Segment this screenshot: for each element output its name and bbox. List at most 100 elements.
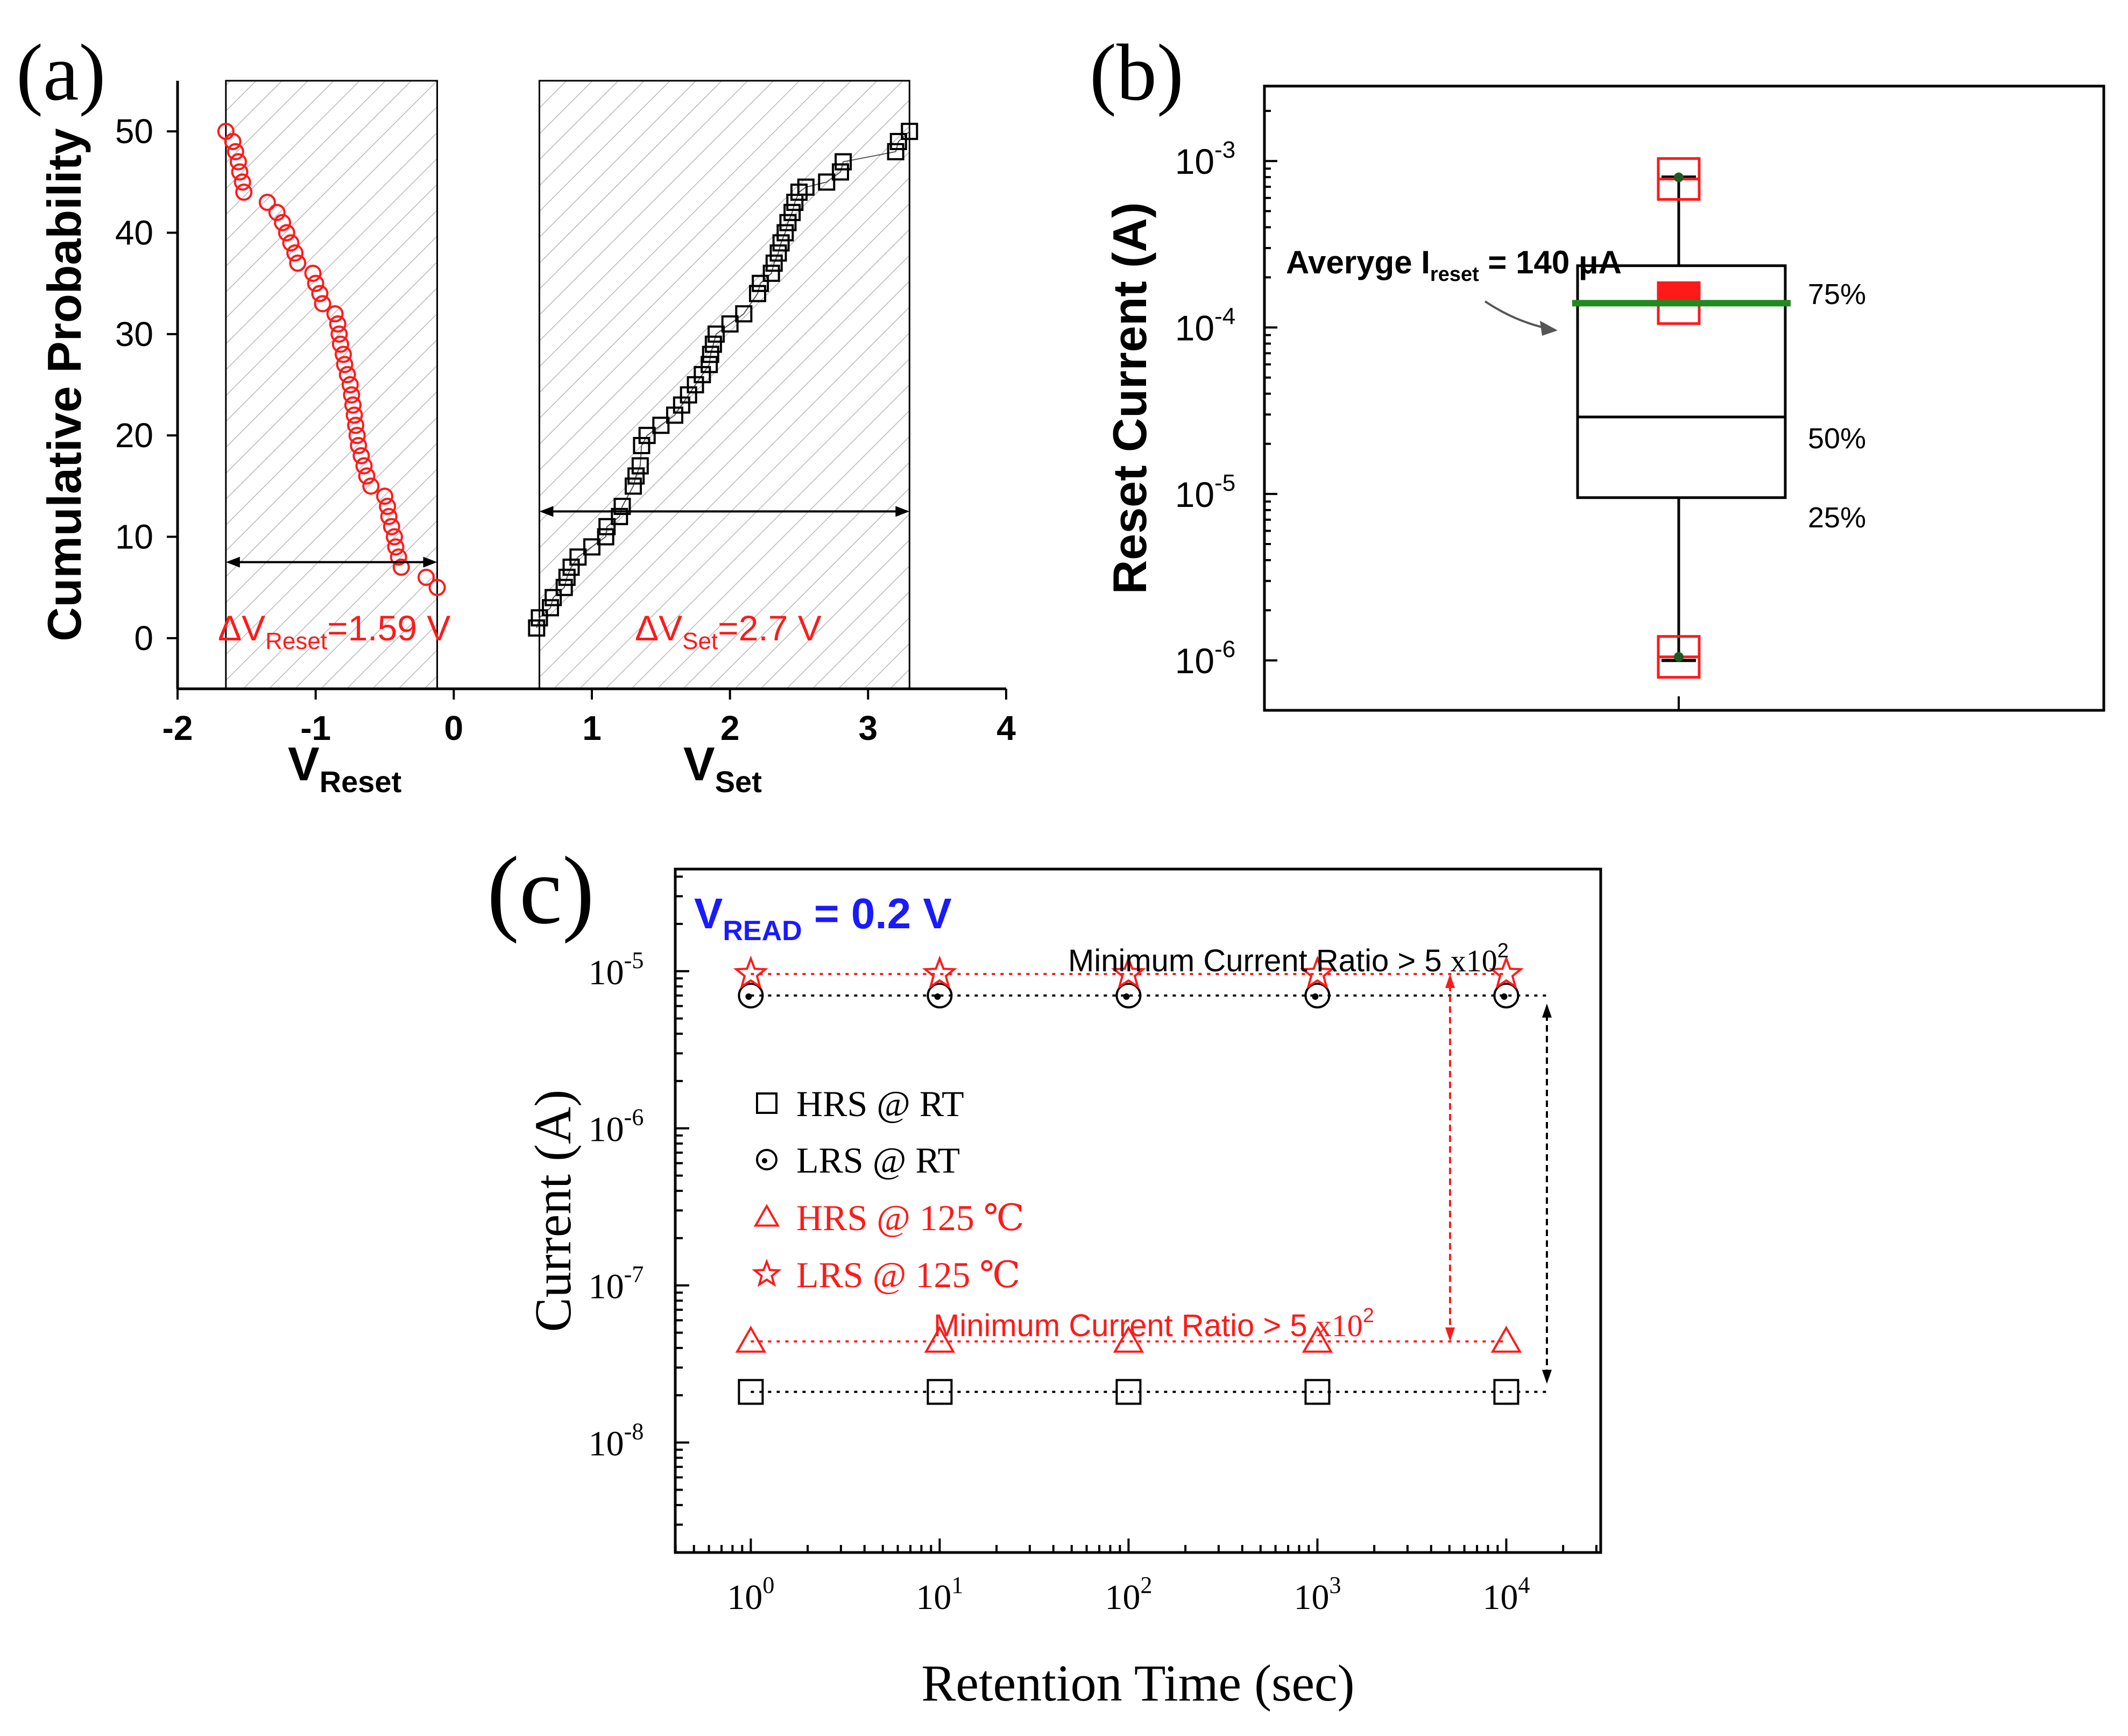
reset-point (258, 194, 276, 211)
set-range-arrow-head-left (539, 506, 554, 517)
set-point (749, 285, 766, 302)
set-point (818, 173, 836, 191)
reset-point (379, 498, 397, 515)
legend-marker-star (752, 1258, 782, 1287)
set-point (638, 427, 656, 444)
y-tick-label: 10-5 (589, 947, 644, 992)
reset-point (274, 214, 292, 231)
y-tick-label: 20 (115, 416, 153, 455)
chart-c-ylabel: Current (A) (524, 1090, 582, 1332)
y-tick-label: 10-6 (589, 1104, 644, 1149)
point-circle (927, 982, 953, 1008)
reset-point (428, 578, 446, 596)
x-tick-label: 1 (582, 709, 602, 747)
set-point (531, 609, 548, 627)
reset-point (330, 325, 348, 343)
chart-c-guide-lines (751, 972, 1550, 1393)
reset-point (311, 285, 329, 302)
chart-c-ratio-black: Minimum Current Ratio > 5 x102 (1068, 940, 1509, 978)
chart-b-frame (1263, 84, 2105, 712)
reset-point (235, 184, 253, 201)
set-point (625, 477, 642, 495)
x-tick-label: 3 (859, 709, 878, 747)
set-point (704, 335, 722, 353)
y-tick-label: 10-6 (1175, 636, 1236, 681)
legend-label: HRS @ 125 ℃ (796, 1197, 1024, 1238)
reset-point (347, 417, 365, 434)
set-point (613, 498, 631, 515)
x-tick-label: 101 (916, 1572, 963, 1617)
chart-c-ratio-red: Minimum Current Ratio > 5 x102 (934, 1304, 1374, 1343)
set-point (558, 568, 576, 586)
legend-marker-circle-dot (762, 1158, 767, 1163)
set-point (752, 274, 769, 292)
mean-marker-fill (1658, 283, 1699, 302)
chart-b-mean-annotation: Averyge Ireset = 140 μA (1286, 244, 1622, 286)
set-point (765, 255, 783, 272)
set-point (889, 133, 907, 150)
point-triangle (1113, 1325, 1144, 1353)
reset-point (282, 234, 300, 252)
reset-point (344, 396, 362, 414)
set-point (583, 538, 600, 556)
chart-c-legend: HRS @ RT LRS @ RT HRS @ 125 ℃ LRS @ 125 ℃ (752, 1083, 1024, 1295)
ratio-arrow-black-head-top (1542, 1003, 1552, 1018)
set-point (652, 417, 670, 434)
panel-label-c: (c) (487, 837, 595, 944)
y-tick-label: 30 (115, 315, 153, 354)
panel-label-a: (a) (16, 28, 105, 117)
p1-dot (1674, 652, 1684, 662)
x-tick-label: 0 (444, 709, 464, 747)
set-point (555, 578, 573, 596)
reset-point (224, 133, 242, 150)
y-tick-label: 10-7 (589, 1261, 644, 1307)
reset-point (341, 376, 359, 393)
set-point (769, 244, 787, 262)
chart-a-annotation-reset: ΔVReset=1.59 V (218, 608, 450, 654)
reset-point (335, 345, 352, 363)
y-tick-label: 50 (115, 112, 153, 151)
chart-b-ylabel: Reset Current (A) (1103, 202, 1156, 595)
reset-point (227, 143, 244, 160)
chart-a-annotation-set: ΔVSet=2.7 V (635, 608, 822, 654)
reset-point (355, 457, 373, 475)
shaded-range-0 (225, 80, 439, 690)
point-star (1299, 955, 1335, 989)
chart-c: 100 101 102 103 104 10-8 10-7 10-6 10-5 HRS @ RT… (524, 867, 1602, 1712)
legend-marker-square (756, 1092, 777, 1114)
legend-label: HRS @ RT (796, 1083, 964, 1124)
reset-point (278, 224, 295, 242)
chart-c-ratio-arrows (1445, 973, 1552, 1384)
reset-point (350, 437, 367, 454)
set-point (633, 437, 651, 454)
point-square (1304, 1379, 1331, 1405)
chart-a-xlabel-set: VSet (683, 737, 762, 799)
point-star (1111, 955, 1146, 989)
chart-a-ylabel: Cumulative Probability (38, 128, 91, 641)
reset-point (387, 538, 405, 556)
set-point (702, 345, 719, 363)
reset-range-arrow-head-right (423, 556, 437, 568)
p99-dot (1674, 172, 1684, 182)
ratio-arrow-red-head-top (1445, 973, 1455, 988)
x-tick-label: 4 (996, 709, 1016, 747)
point-circle (1304, 982, 1331, 1008)
point-square (1493, 1379, 1519, 1405)
point-square (1115, 1379, 1142, 1405)
set-point (528, 619, 546, 637)
set-point (783, 203, 801, 221)
point-circle-dot (934, 993, 941, 1000)
point-circle (738, 982, 764, 1008)
set-point (835, 153, 852, 171)
point-triangle (924, 1325, 956, 1353)
set-point (901, 123, 918, 140)
reset-point (229, 153, 247, 171)
ratio-arrow-red-head-bottom (1445, 1327, 1455, 1342)
chart-c-xlabel: Retention Time (sec) (921, 1654, 1354, 1712)
reset-point (331, 335, 349, 353)
x-tick-label: 102 (1105, 1572, 1152, 1617)
set-range-arrow-head-right (895, 506, 910, 517)
